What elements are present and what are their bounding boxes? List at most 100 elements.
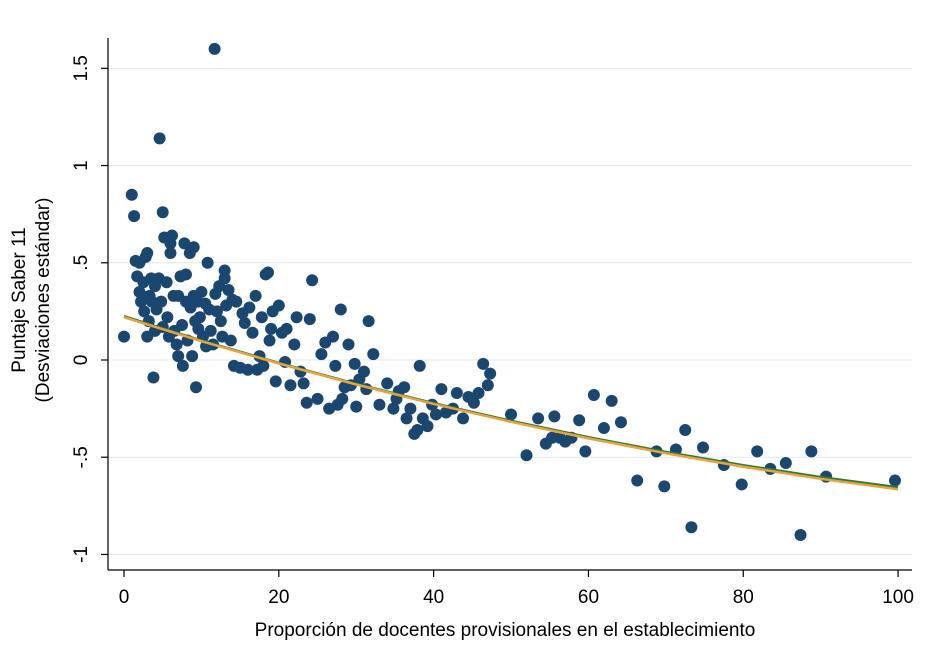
point — [208, 42, 221, 55]
x-tick-label: 100 — [882, 587, 914, 608]
point — [265, 322, 278, 335]
point — [779, 457, 792, 470]
point — [224, 334, 237, 347]
point — [201, 256, 214, 269]
x-tick-label: 40 — [423, 587, 444, 608]
y-axis-label: (Desviaciones estándar) — [33, 198, 54, 403]
point — [280, 322, 293, 335]
point — [255, 311, 268, 324]
point — [381, 377, 394, 390]
point — [135, 295, 148, 308]
y-tick-label: -.5 — [71, 446, 92, 468]
point — [679, 424, 692, 436]
point — [805, 445, 818, 458]
point — [160, 276, 173, 289]
point — [261, 266, 274, 279]
point — [272, 299, 285, 312]
point — [532, 412, 545, 425]
point — [306, 274, 319, 287]
point — [249, 289, 262, 302]
point — [373, 398, 386, 411]
point — [450, 387, 463, 400]
y-tick-label: .5 — [71, 255, 92, 271]
point — [284, 379, 297, 392]
point — [193, 311, 206, 324]
point — [147, 371, 160, 384]
point — [481, 379, 494, 392]
point — [573, 414, 586, 427]
point — [411, 424, 424, 436]
x-axis-label: Proporción de docentes provisionales en … — [255, 620, 756, 641]
point — [751, 445, 764, 458]
point — [631, 474, 644, 487]
y-tick-label: -1 — [71, 546, 92, 563]
point — [579, 445, 592, 458]
x-tick-label: 60 — [578, 587, 599, 608]
point — [187, 241, 200, 254]
point — [697, 441, 710, 454]
point — [297, 377, 310, 390]
y-tick-label: 1.5 — [71, 55, 92, 81]
point — [329, 359, 342, 372]
point — [141, 247, 154, 260]
point — [484, 367, 497, 380]
point — [327, 330, 340, 343]
point — [520, 449, 533, 462]
point — [387, 402, 400, 415]
point — [230, 295, 243, 308]
point — [587, 389, 600, 401]
point — [118, 330, 131, 343]
point — [505, 408, 518, 421]
point — [133, 285, 146, 298]
point — [888, 474, 901, 487]
point — [218, 264, 231, 277]
point — [794, 529, 807, 541]
point — [421, 420, 434, 433]
point — [172, 350, 185, 363]
point — [161, 311, 174, 324]
x-tick-label: 20 — [268, 587, 289, 608]
point — [222, 284, 235, 296]
point — [362, 315, 375, 328]
point — [658, 480, 671, 493]
point — [348, 357, 361, 370]
point — [176, 319, 189, 331]
point — [238, 317, 251, 330]
point — [357, 365, 370, 378]
point — [685, 521, 698, 534]
point — [195, 285, 208, 298]
point — [186, 350, 199, 363]
x-tick-label: 80 — [733, 587, 754, 608]
point — [204, 324, 217, 337]
point — [263, 334, 276, 347]
y-tick-label: 0 — [71, 355, 92, 366]
point — [398, 381, 411, 394]
point — [404, 402, 417, 415]
point — [597, 422, 610, 435]
point — [210, 305, 223, 318]
point — [243, 301, 256, 314]
point — [269, 375, 282, 388]
point — [125, 188, 138, 201]
point — [190, 381, 203, 394]
point — [435, 383, 448, 396]
point — [429, 408, 442, 421]
point — [548, 410, 561, 423]
point — [128, 210, 141, 223]
point — [246, 326, 259, 339]
point — [176, 359, 189, 372]
point — [214, 315, 227, 328]
y-axis-label: Puntaje Saber 11 — [9, 227, 30, 372]
point — [400, 412, 413, 425]
point — [156, 206, 169, 219]
point — [315, 348, 328, 361]
point — [467, 396, 480, 409]
point — [288, 338, 301, 351]
point — [342, 338, 355, 351]
point — [472, 387, 485, 400]
point — [367, 348, 380, 361]
fit-line — [123, 316, 899, 491]
point — [257, 359, 270, 372]
point — [350, 400, 363, 413]
